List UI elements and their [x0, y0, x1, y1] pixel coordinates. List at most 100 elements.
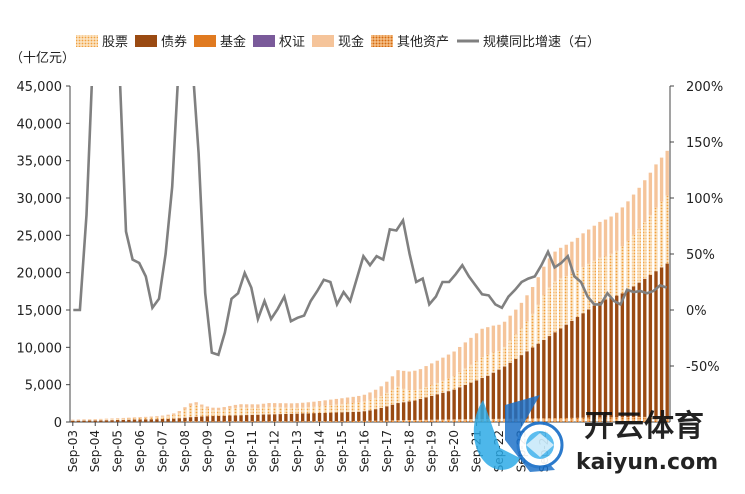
- bar-segment-现金: [71, 419, 75, 421]
- bar-segment-股票: [452, 376, 456, 390]
- bars: [71, 150, 669, 422]
- bar-segment-现金: [648, 172, 653, 216]
- bar-segment-债券: [368, 410, 372, 421]
- bar-segment-现金: [502, 321, 507, 348]
- legend-item: 债券: [135, 34, 187, 50]
- bar-segment-股票: [239, 407, 243, 416]
- bar-segment-债券: [261, 414, 266, 422]
- bar-segment-现金: [121, 417, 125, 419]
- bar-segment-其他资产: [256, 421, 260, 422]
- y-unit-label: （十亿元）: [10, 51, 75, 66]
- bar-segment-现金: [379, 386, 383, 397]
- legend-label: 债券: [161, 34, 187, 50]
- bar-segment-股票: [575, 270, 580, 318]
- bar-segment-债券: [497, 369, 501, 419]
- legend-label: 其他资产: [397, 35, 449, 50]
- bar-segment-股票: [480, 357, 484, 379]
- bar-segment-现金: [430, 363, 434, 386]
- bar-segment-其他资产: [446, 419, 451, 422]
- bar-segment-现金: [474, 333, 479, 361]
- bar-segment-现金: [340, 398, 344, 405]
- bar-segment-债券: [665, 263, 669, 417]
- legend-item: 规模同比增速（右）: [457, 35, 600, 50]
- bar-segment-债券: [373, 409, 378, 421]
- bar-segment-股票: [357, 402, 361, 412]
- bar-segment-现金: [110, 418, 114, 420]
- bar-segment-债券: [452, 389, 456, 420]
- bar-segment-其他资产: [452, 419, 456, 422]
- bar-segment-债券: [306, 413, 310, 422]
- bar-segment-其他资产: [558, 418, 563, 422]
- bar-segment-其他资产: [379, 420, 383, 422]
- bar-segment-其他资产: [502, 418, 507, 422]
- bar-segment-其他资产: [289, 421, 294, 422]
- bar-segment-股票: [519, 328, 524, 356]
- bar-segment-现金: [401, 370, 406, 389]
- bar-segment-其他资产: [553, 418, 557, 422]
- bar-segment-其他资产: [525, 418, 529, 422]
- bar-segment-其他资产: [581, 417, 585, 422]
- bar-segment-现金: [138, 417, 142, 419]
- bar-segment-债券: [418, 399, 423, 420]
- watermark-title: 开云体育: [584, 409, 704, 444]
- bar-segment-现金: [458, 346, 462, 373]
- bar-segment-股票: [558, 278, 563, 329]
- bar-segment-其他资产: [413, 419, 417, 422]
- bar-segment-债券: [284, 413, 288, 422]
- bar-segment-其他资产: [536, 418, 540, 422]
- bar-segment-其他资产: [654, 416, 658, 422]
- bar-segment-股票: [155, 417, 159, 420]
- bar-segment-股票: [256, 407, 260, 415]
- bar-segment-现金: [413, 370, 417, 391]
- y-left-tick-label: 0: [54, 416, 62, 431]
- bar-segment-债券: [463, 384, 468, 420]
- x-tick-label: Sep-07: [156, 430, 170, 472]
- bar-segment-股票: [284, 407, 288, 414]
- bar-segment-股票: [665, 195, 669, 264]
- bar-segment-股票: [295, 407, 299, 414]
- bar-segment-股票: [104, 419, 109, 421]
- bar-segment-股票: [334, 404, 339, 413]
- bar-segment-其他资产: [362, 420, 367, 422]
- bar-segment-现金: [127, 417, 131, 419]
- bar-segment-其他资产: [542, 418, 546, 422]
- bar-segment-债券: [172, 418, 176, 422]
- bar-segment-现金: [620, 207, 625, 247]
- bar-segment-现金: [233, 404, 238, 408]
- bar-segment-其他资产: [530, 418, 535, 422]
- x-tick-label: Sep-12: [268, 430, 282, 472]
- axes: [69, 86, 671, 423]
- bar-segment-股票: [99, 419, 103, 421]
- bar-segment-债券: [446, 391, 451, 420]
- bar-segment-债券: [575, 317, 580, 418]
- bar-segment-债券: [272, 414, 277, 422]
- bar-segment-股票: [637, 228, 641, 283]
- bar-segment-债券: [110, 420, 114, 422]
- bar-segment-现金: [155, 416, 159, 418]
- bar-segment-债券: [659, 267, 664, 417]
- bar-segment-债券: [385, 406, 389, 421]
- bar-segment-股票: [407, 390, 411, 402]
- bar-segment-债券: [166, 418, 170, 422]
- bar-segment-现金: [519, 302, 524, 329]
- bar-segment-债券: [329, 412, 333, 422]
- bar-segment-债券: [587, 309, 591, 418]
- bar-segment-股票: [474, 360, 479, 381]
- bar-segment-其他资产: [592, 417, 596, 422]
- y-left-tick-label: 40,000: [17, 117, 63, 132]
- bar-segment-现金: [115, 418, 120, 419]
- legend-item: 权证: [253, 34, 305, 50]
- bar-segment-现金: [659, 157, 664, 202]
- y-axis-left-ticks: 0 5,000 10,000 15,000 20,000 25,000 30,000 35,0…: [17, 80, 70, 431]
- bar-segment-现金: [418, 369, 423, 390]
- bar-segment-现金: [357, 395, 361, 403]
- bar-segment-股票: [110, 419, 114, 421]
- bar-segment-债券: [390, 404, 395, 421]
- bar-segment-债券: [144, 419, 148, 422]
- bar-segment-其他资产: [222, 421, 226, 422]
- bar-segment-现金: [211, 407, 215, 411]
- bar-segment-股票: [609, 253, 613, 298]
- bar-segment-现金: [486, 327, 490, 355]
- bar-segment-现金: [435, 360, 439, 384]
- bar-segment-现金: [351, 396, 355, 403]
